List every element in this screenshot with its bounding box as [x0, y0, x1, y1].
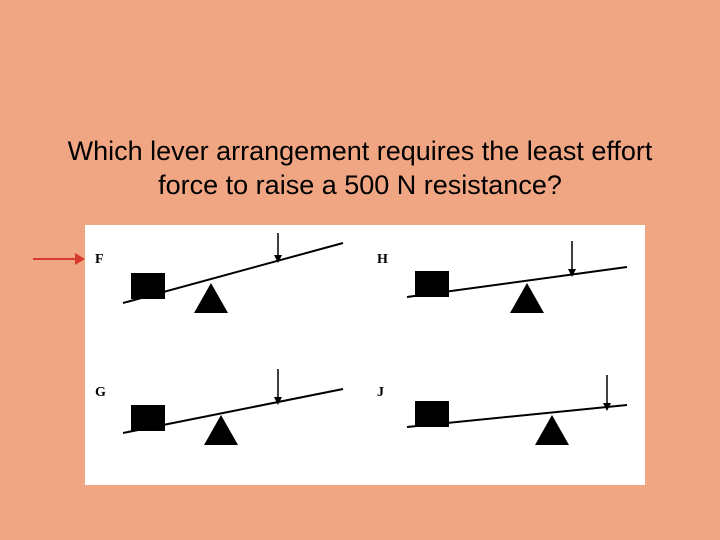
figure-box: F H G J	[85, 225, 645, 485]
answer-arrow-shaft	[33, 258, 75, 260]
lever-f	[113, 233, 353, 323]
slide: Which lever arrangement requires the lea…	[0, 0, 720, 540]
question-text: Which lever arrangement requires the lea…	[40, 135, 680, 203]
label-h: H	[377, 252, 388, 268]
answer-arrow-head	[75, 253, 85, 265]
lever-h	[397, 233, 637, 323]
lever-j	[397, 365, 637, 455]
lever-g	[113, 365, 353, 455]
label-j: J	[377, 385, 384, 401]
label-g: G	[95, 385, 106, 401]
answer-arrow	[33, 252, 85, 266]
label-f: F	[95, 252, 104, 268]
